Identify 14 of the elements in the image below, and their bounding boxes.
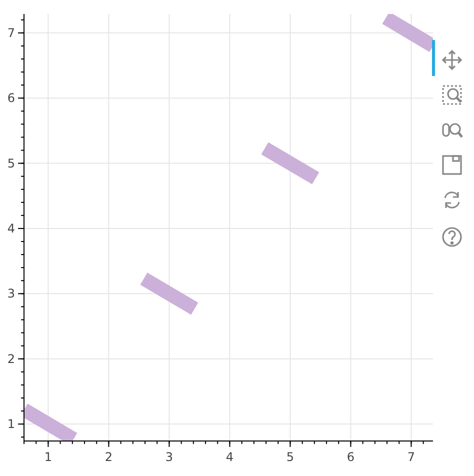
y-tick-label: 5	[7, 156, 15, 170]
x-tick-label: 4	[226, 450, 234, 464]
x-tick-label: 6	[346, 450, 355, 464]
x-tick-label: 1	[44, 450, 52, 464]
y-tick-label: 7	[7, 26, 15, 40]
y-tick-label: 6	[7, 91, 15, 106]
x-tick-label: 2	[104, 450, 113, 464]
y-tick-label: 4	[7, 221, 15, 236]
x-tick-label: 5	[286, 450, 294, 464]
x-tick-label: 7	[407, 450, 416, 464]
y-tick-label: 3	[7, 286, 15, 301]
x-tick-label: 3	[165, 450, 174, 464]
y-tick-label: 2	[7, 352, 15, 366]
y-tick-label: 1	[7, 417, 15, 432]
